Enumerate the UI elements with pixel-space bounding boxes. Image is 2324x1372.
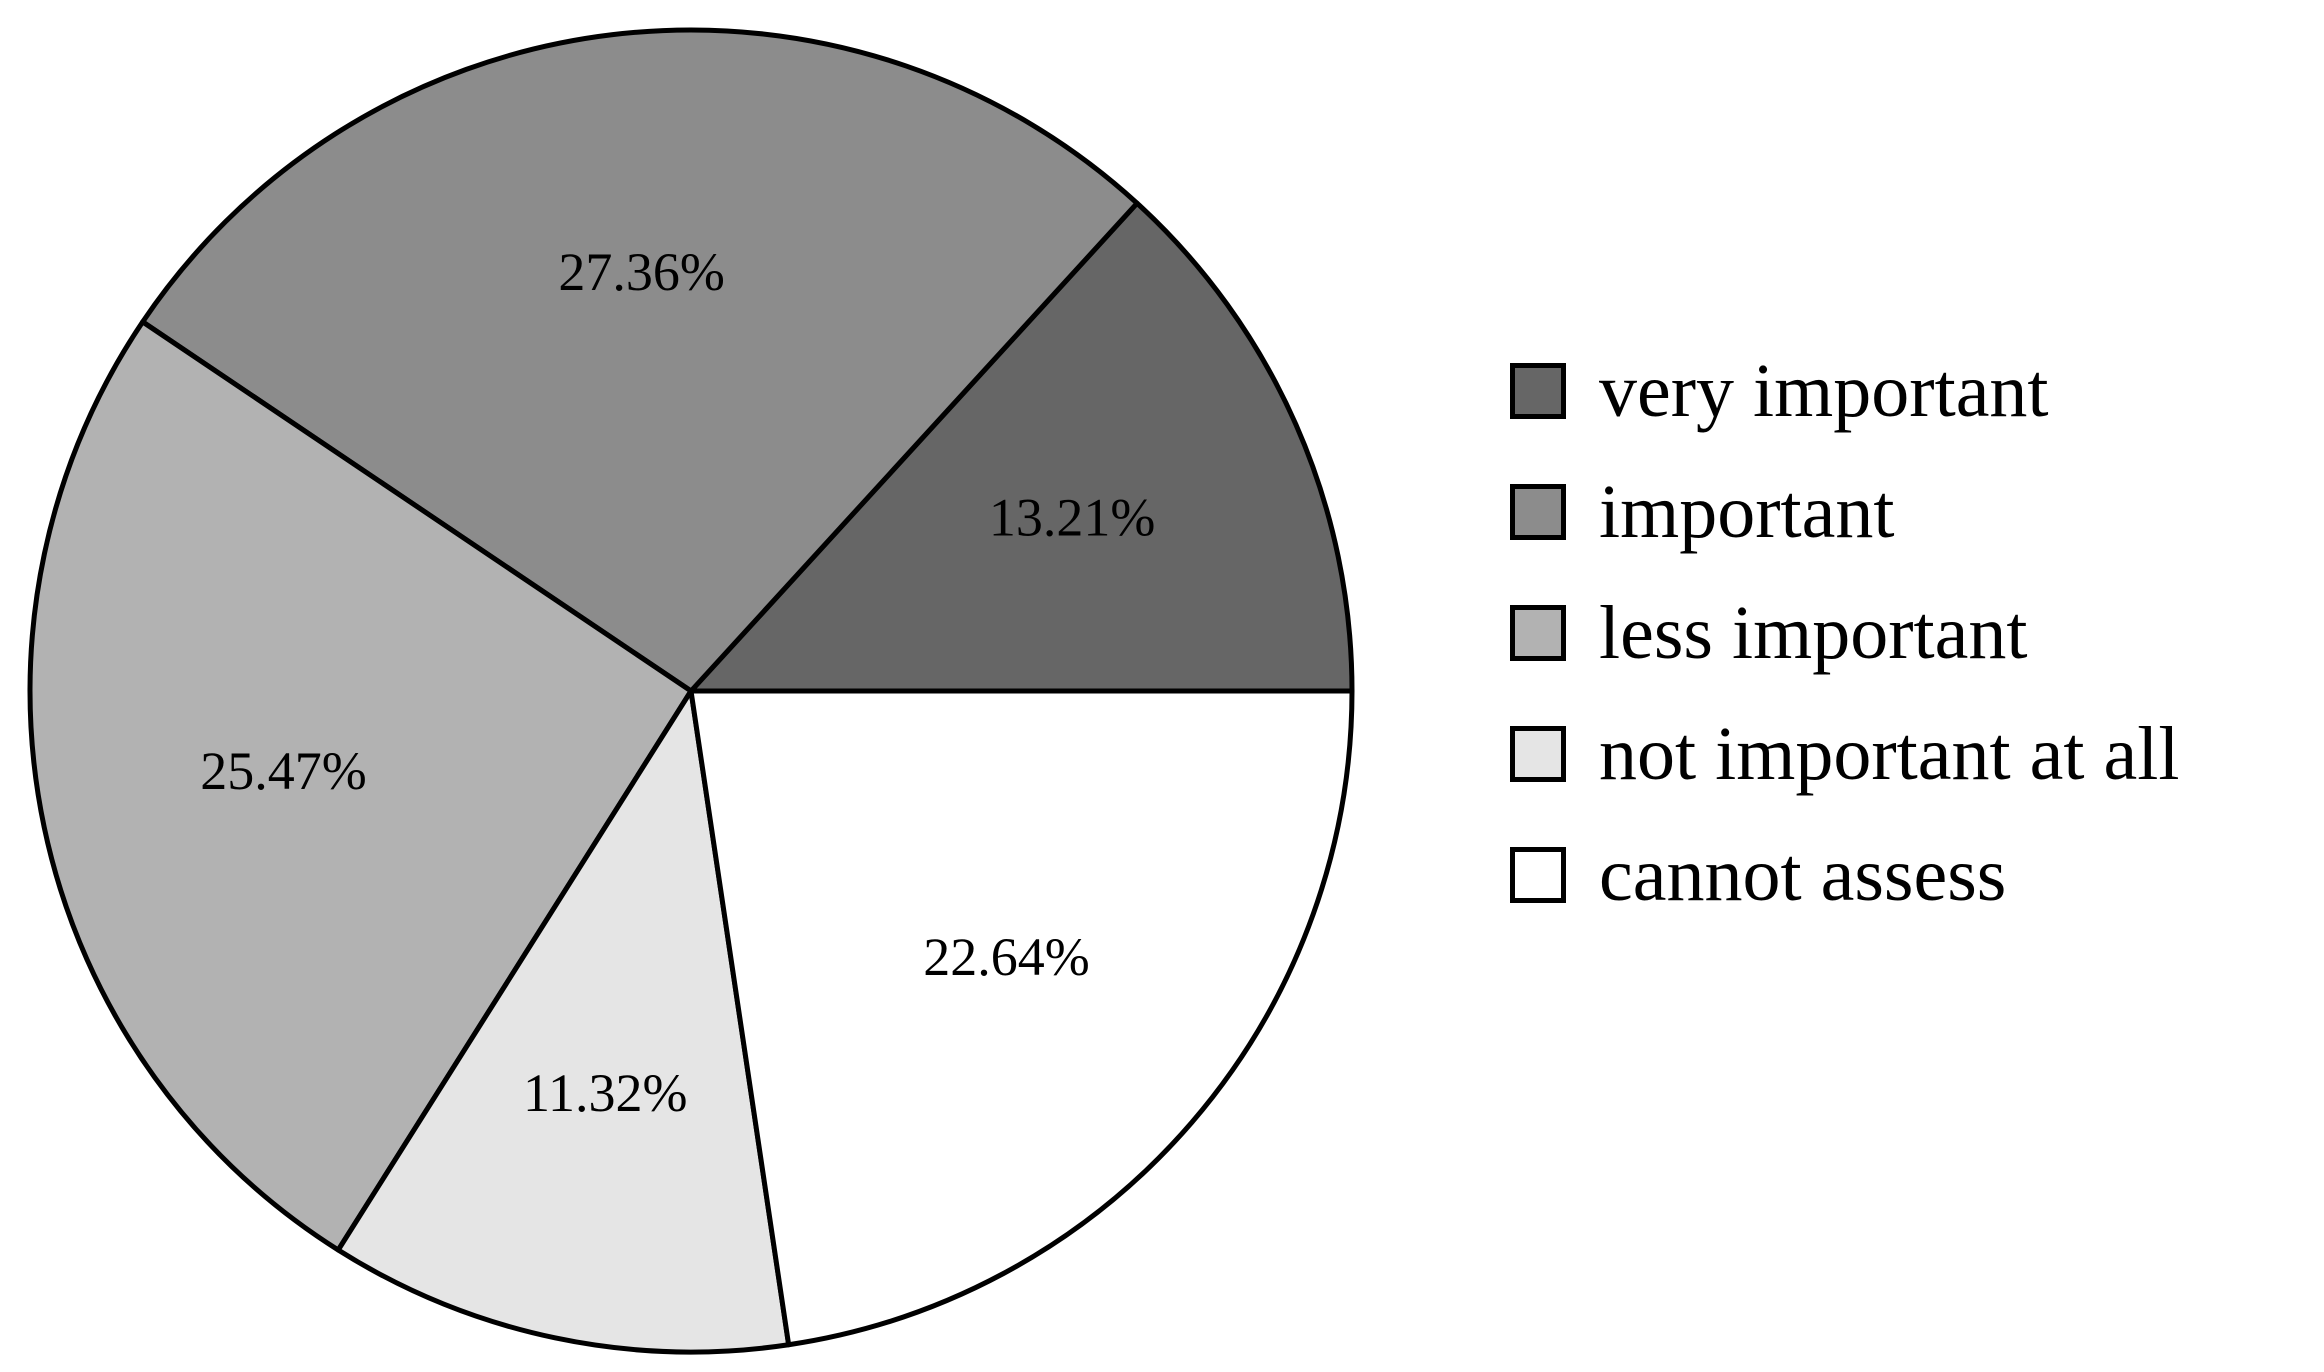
pie-slice-not-important-at-all [335,688,792,1355]
legend-label: important [1599,469,1895,554]
legend-swatch [1510,846,1566,903]
legend-item-not-important-at-all: not important at all [1510,693,2310,814]
legend-swatch [1510,604,1566,661]
legend: very important important less important … [1510,330,2310,935]
pie-slice-cannot-assess [688,688,1355,1348]
pie-slice-less-important [27,319,694,1253]
data-label: 27.36% [558,242,724,302]
legend-swatch [1510,362,1566,419]
legend-swatch [1510,483,1566,540]
legend-item-important: important [1510,451,2310,572]
legend-item-cannot-assess: cannot assess [1510,814,2310,935]
data-label: 13.21% [989,487,1155,547]
legend-swatch [1510,725,1566,782]
legend-item-less-important: less important [1510,572,2310,693]
pie-slices [27,27,1355,1355]
pie-slice-very-important [688,200,1355,694]
data-label: 22.64% [923,927,1089,987]
pie-slice-important [140,27,1140,694]
data-label: 11.32% [523,1063,687,1123]
legend-item-very-important: very important [1510,330,2310,451]
legend-label: not important at all [1599,711,2180,796]
data-label: 25.47% [200,741,366,801]
legend-label: cannot assess [1599,832,2007,917]
legend-label: very important [1599,348,2049,433]
legend-label: less important [1599,590,2028,675]
pie-data-labels: 13.21% 27.36% 25.47% 11.32% 22.64% [200,242,1155,1123]
